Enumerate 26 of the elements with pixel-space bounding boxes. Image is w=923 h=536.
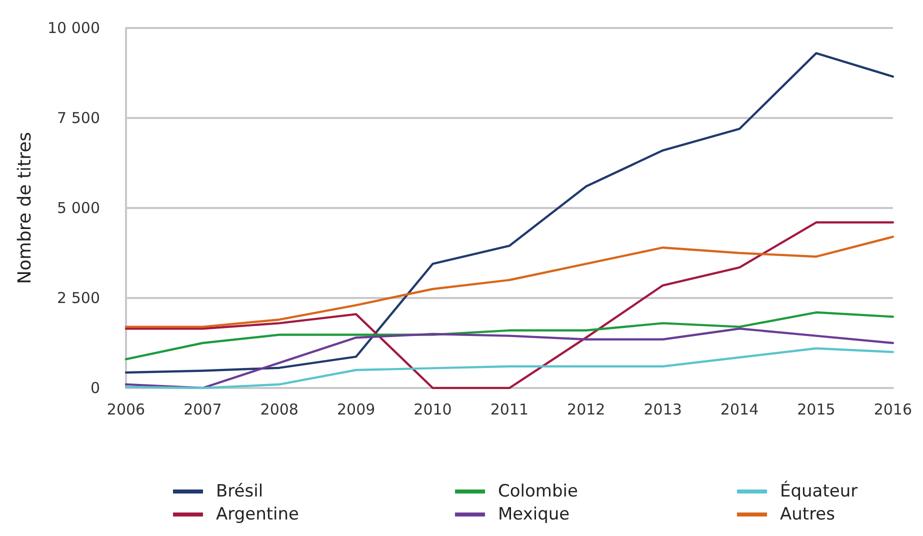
legend-label: Mexique (498, 504, 570, 524)
x-tick-label: 2006 (106, 400, 146, 418)
legend-label: Colombie (498, 482, 578, 502)
x-tick-label: 2007 (184, 400, 222, 418)
y-tick-label: 7 500 (57, 109, 100, 127)
legend-label: Brésil (216, 482, 264, 502)
x-tick-label: 2008 (260, 400, 298, 418)
x-tick-label: 2010 (414, 400, 452, 418)
y-tick-label: 0 (90, 379, 100, 397)
x-tick-label: 2015 (797, 400, 836, 418)
x-tick-label: 2009 (336, 400, 376, 418)
x-tick-label: 2014 (720, 400, 759, 418)
line-series (124, 236, 894, 328)
y-tick-label: 5 000 (57, 199, 100, 217)
y-tick-label: 2 500 (57, 289, 100, 307)
line-series (124, 52, 894, 374)
y-axis-title: Nombre de titres (14, 132, 36, 284)
x-tick-label: 2016 (874, 400, 912, 418)
x-tick-label: 2012 (567, 400, 606, 418)
legend-label: Équateur (780, 480, 858, 502)
x-tick-label: 2011 (490, 400, 529, 418)
x-tick-label: 2013 (644, 400, 682, 418)
line-series (124, 311, 894, 360)
legend-label: Argentine (216, 504, 299, 524)
y-tick-label: 10 000 (48, 19, 100, 37)
legend-label: Autres (780, 504, 836, 524)
